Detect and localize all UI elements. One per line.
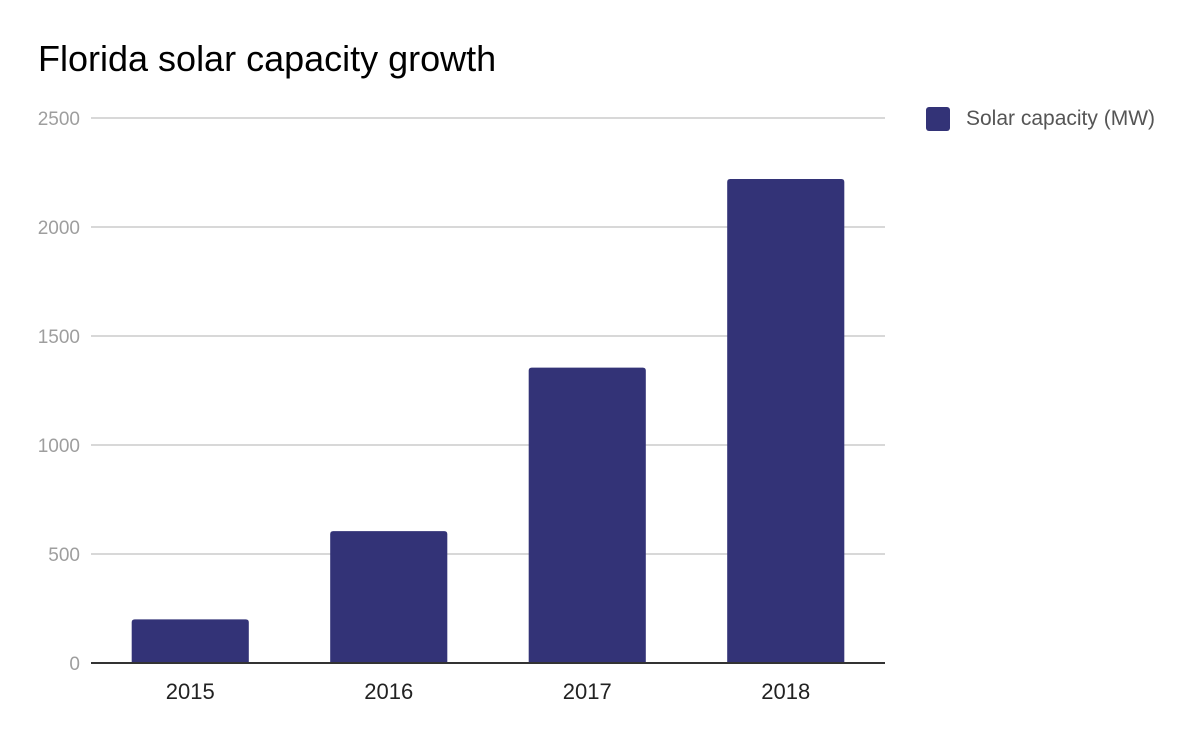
chart-title: Florida solar capacity growth <box>38 38 497 79</box>
y-tick-label: 1500 <box>38 327 80 348</box>
y-tick-label: 1000 <box>38 436 80 457</box>
x-tick-label: 2017 <box>563 679 612 704</box>
legend-label: Solar capacity (MW) <box>966 107 1156 130</box>
bar-2018 <box>727 179 845 664</box>
y-tick-label: 0 <box>69 654 80 675</box>
bar-2015 <box>131 619 249 663</box>
legend: Solar capacity (MW) <box>926 107 1155 131</box>
x-tick-label: 2016 <box>364 679 413 704</box>
bar-2017 <box>528 367 646 663</box>
legend-swatch <box>926 107 950 131</box>
y-tick-label: 2000 <box>38 218 80 239</box>
y-tick-label: 500 <box>48 545 80 566</box>
x-tick-label: 2018 <box>761 679 810 704</box>
y-tick-label: 2500 <box>38 109 80 130</box>
bar-2016 <box>330 531 448 663</box>
x-tick-label: 2015 <box>166 679 215 704</box>
